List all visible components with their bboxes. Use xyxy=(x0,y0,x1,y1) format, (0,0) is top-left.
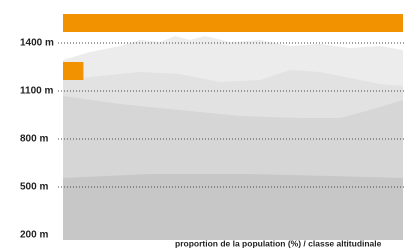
background xyxy=(63,36,403,240)
bar xyxy=(63,62,83,80)
chart: proportion de la population (%) / classe… xyxy=(0,0,418,250)
y-tick-label: 800 m xyxy=(20,134,48,145)
x-axis-label: proportion de la population (%) / classe… xyxy=(175,238,382,248)
y-tick-label: 1400 m xyxy=(20,38,54,49)
y-tick-label: 200 m xyxy=(20,230,48,241)
bar xyxy=(63,14,403,32)
y-tick-label: 500 m xyxy=(20,182,48,193)
y-tick-label: 1100 m xyxy=(20,86,53,97)
